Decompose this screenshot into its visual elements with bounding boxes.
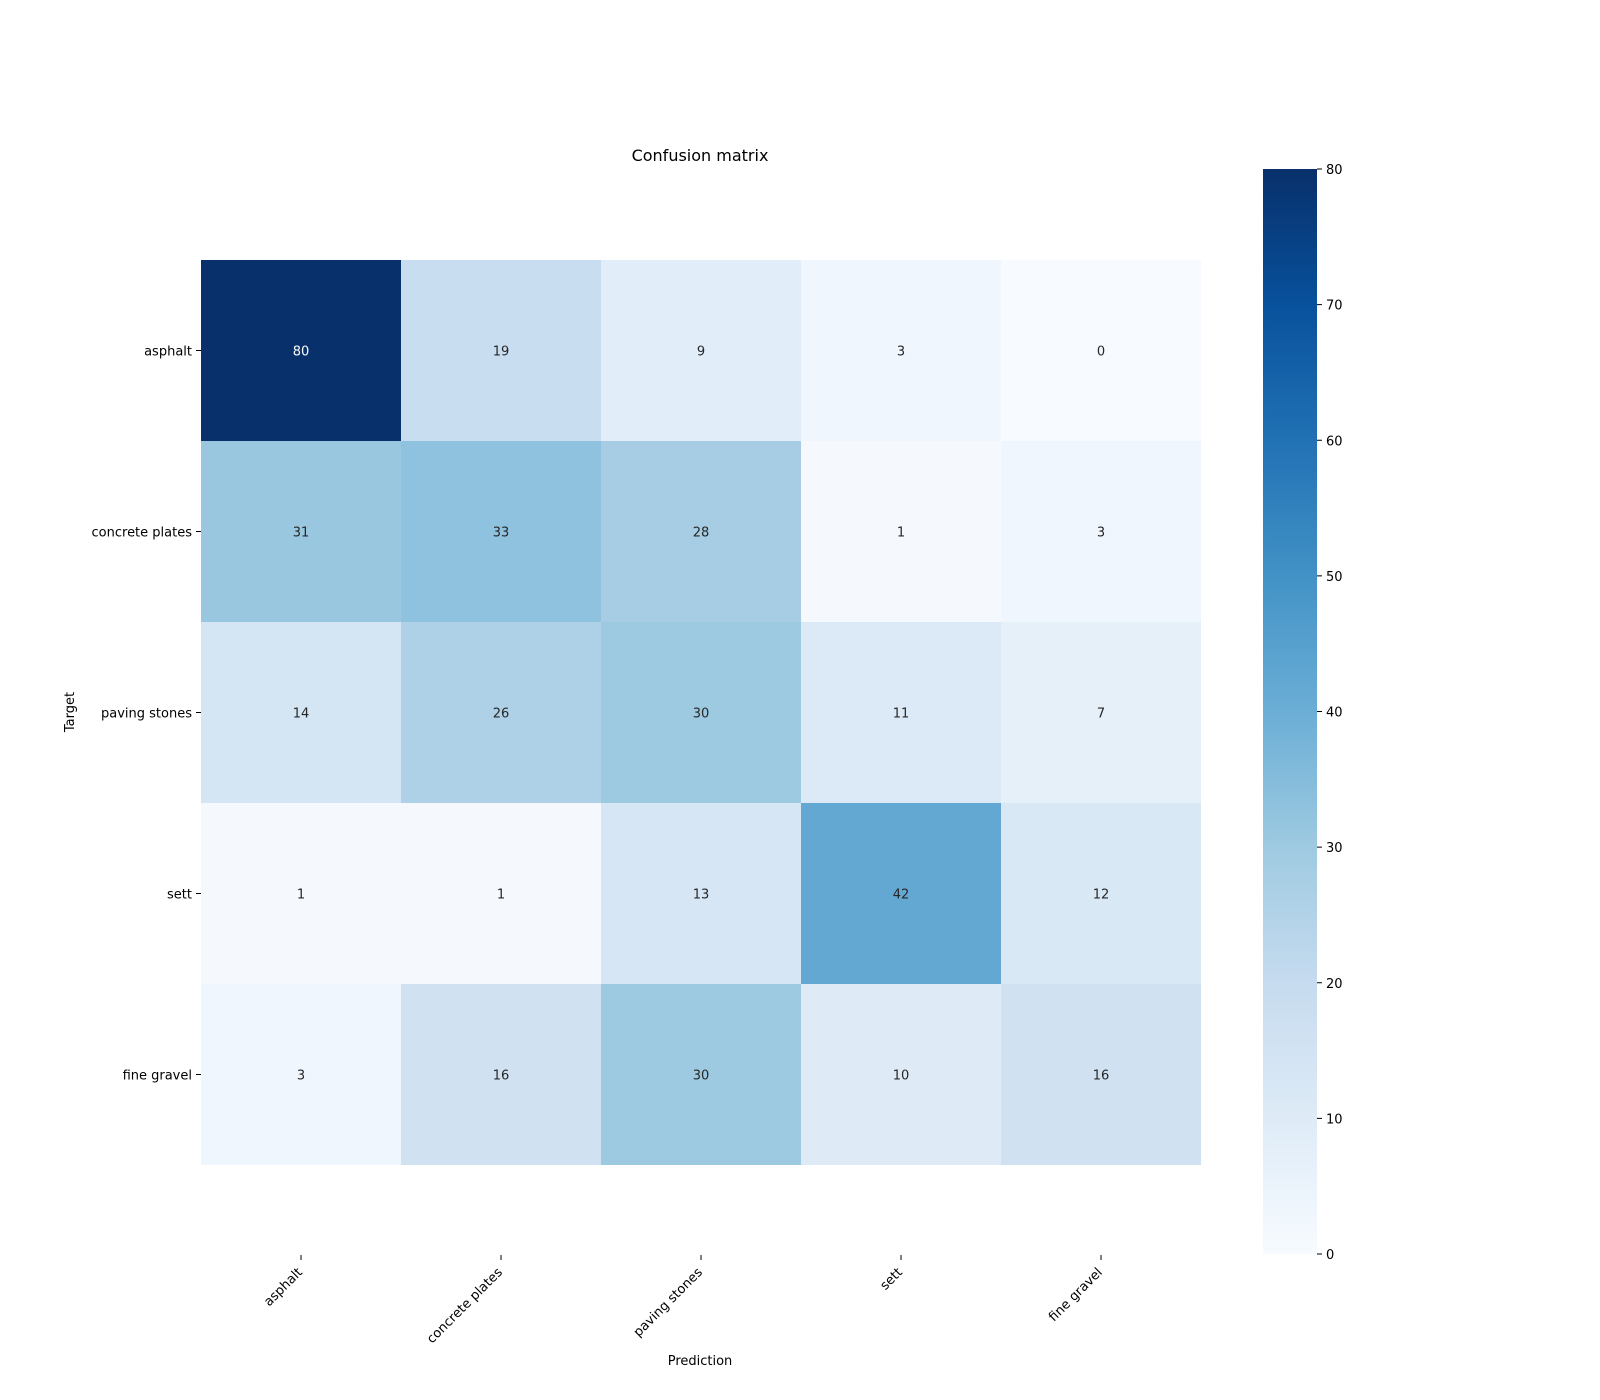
cell-value-label: 14: [293, 707, 310, 722]
cell-value-label: 30: [693, 707, 710, 722]
heatmap-cell: [201, 622, 401, 803]
heatmap-cell: [401, 622, 601, 803]
cell-value-label: 16: [1093, 1069, 1110, 1084]
cell-value-label: 11: [893, 707, 910, 722]
heatmap-cell: [401, 260, 601, 441]
heatmap-cell: [201, 984, 401, 1165]
heatmap-cell: [1001, 260, 1201, 441]
heatmap-cell: [1001, 803, 1201, 984]
y-tick-label: asphalt: [144, 345, 192, 360]
heatmap-cell: [601, 803, 801, 984]
heatmap-cell: [201, 803, 401, 984]
x-tick-label: fine gravel: [1046, 1265, 1106, 1325]
colorbar-tick-label: 80: [1326, 163, 1343, 178]
colorbar-tick-label: 10: [1326, 1112, 1343, 1127]
heatmap-cell: [601, 622, 801, 803]
heatmap-cell: [801, 441, 1001, 622]
colorbar-tick-label: 30: [1326, 841, 1343, 856]
cell-value-label: 16: [493, 1069, 510, 1084]
x-axis-label: Prediction: [668, 1354, 733, 1369]
cell-value-label: 10: [893, 1069, 910, 1084]
cell-value-label: 1: [497, 888, 505, 903]
heatmap-cell: [801, 260, 1001, 441]
x-tick-label: paving stones: [631, 1265, 706, 1340]
y-tick-label: paving stones: [101, 707, 192, 722]
cell-value-labels: 80 19 9 3 031 33 28 1 314 26 30 11 71 1 13 42 123 16 30 10 1…: [293, 345, 1110, 1084]
cell-value-label: 3: [1097, 526, 1105, 541]
y-tick-label: sett: [167, 888, 192, 903]
cell-value-label: 13: [693, 888, 710, 903]
cell-value-label: 1: [897, 526, 905, 541]
cell-value-label: 9: [697, 345, 705, 360]
x-axis-ticks: asphalt concrete plates paving stones sett f…: [261, 1255, 1106, 1347]
cell-value-label: 3: [897, 345, 905, 360]
y-axis-label: Target: [63, 692, 78, 733]
heatmap-cell: [1001, 622, 1201, 803]
cell-value-label: 31: [293, 526, 310, 541]
heatmap-cells: [201, 260, 1201, 1165]
heatmap-cell: [801, 803, 1001, 984]
heatmap-cell: [601, 441, 801, 622]
heatmap-cell: [1001, 441, 1201, 622]
x-tick-label: sett: [878, 1265, 906, 1293]
cell-value-label: 0: [1097, 345, 1105, 360]
cell-value-label: 7: [1097, 707, 1105, 722]
heatmap-cell: [201, 260, 401, 441]
heatmap-cell: [401, 984, 601, 1165]
heatmap-cell: [1001, 984, 1201, 1165]
colorbar-tick-label: 40: [1326, 706, 1343, 721]
colorbar: [1263, 169, 1317, 1254]
cell-value-label: 26: [493, 707, 510, 722]
colorbar-tick-label: 70: [1326, 299, 1343, 314]
heatmap-cell: [601, 984, 801, 1165]
cell-value-label: 80: [293, 345, 310, 360]
heatmap-cell: [801, 984, 1001, 1165]
heatmap-cell: [201, 441, 401, 622]
y-axis-ticks: asphalt concrete plates paving stones sett f…: [92, 345, 201, 1084]
heatmap-cell: [401, 441, 601, 622]
cell-value-label: 42: [893, 888, 910, 903]
colorbar-tick-label: 60: [1326, 434, 1343, 449]
cell-value-label: 28: [693, 526, 710, 541]
colorbar-tick-label: 0: [1326, 1248, 1334, 1263]
heatmap-cell: [401, 803, 601, 984]
cell-value-label: 30: [693, 1069, 710, 1084]
y-tick-label: fine gravel: [123, 1069, 192, 1084]
cell-value-label: 19: [493, 345, 510, 360]
cell-value-label: 3: [297, 1069, 305, 1084]
colorbar-tick-label: 20: [1326, 977, 1343, 992]
heatmap-cell: [801, 622, 1001, 803]
cell-value-label: 12: [1093, 888, 1110, 903]
heatmap-cell: [601, 260, 801, 441]
y-tick-label: concrete plates: [92, 526, 193, 541]
x-tick-label: asphalt: [261, 1265, 305, 1309]
cell-value-label: 1: [297, 888, 305, 903]
colorbar-ticks: 0 10 20 30 40 50 60 70 80: [1317, 163, 1343, 1263]
cell-value-label: 33: [493, 526, 510, 541]
x-tick-label: concrete plates: [424, 1265, 506, 1347]
chart-title: Confusion matrix: [632, 146, 769, 165]
colorbar-tick-label: 50: [1326, 570, 1343, 585]
